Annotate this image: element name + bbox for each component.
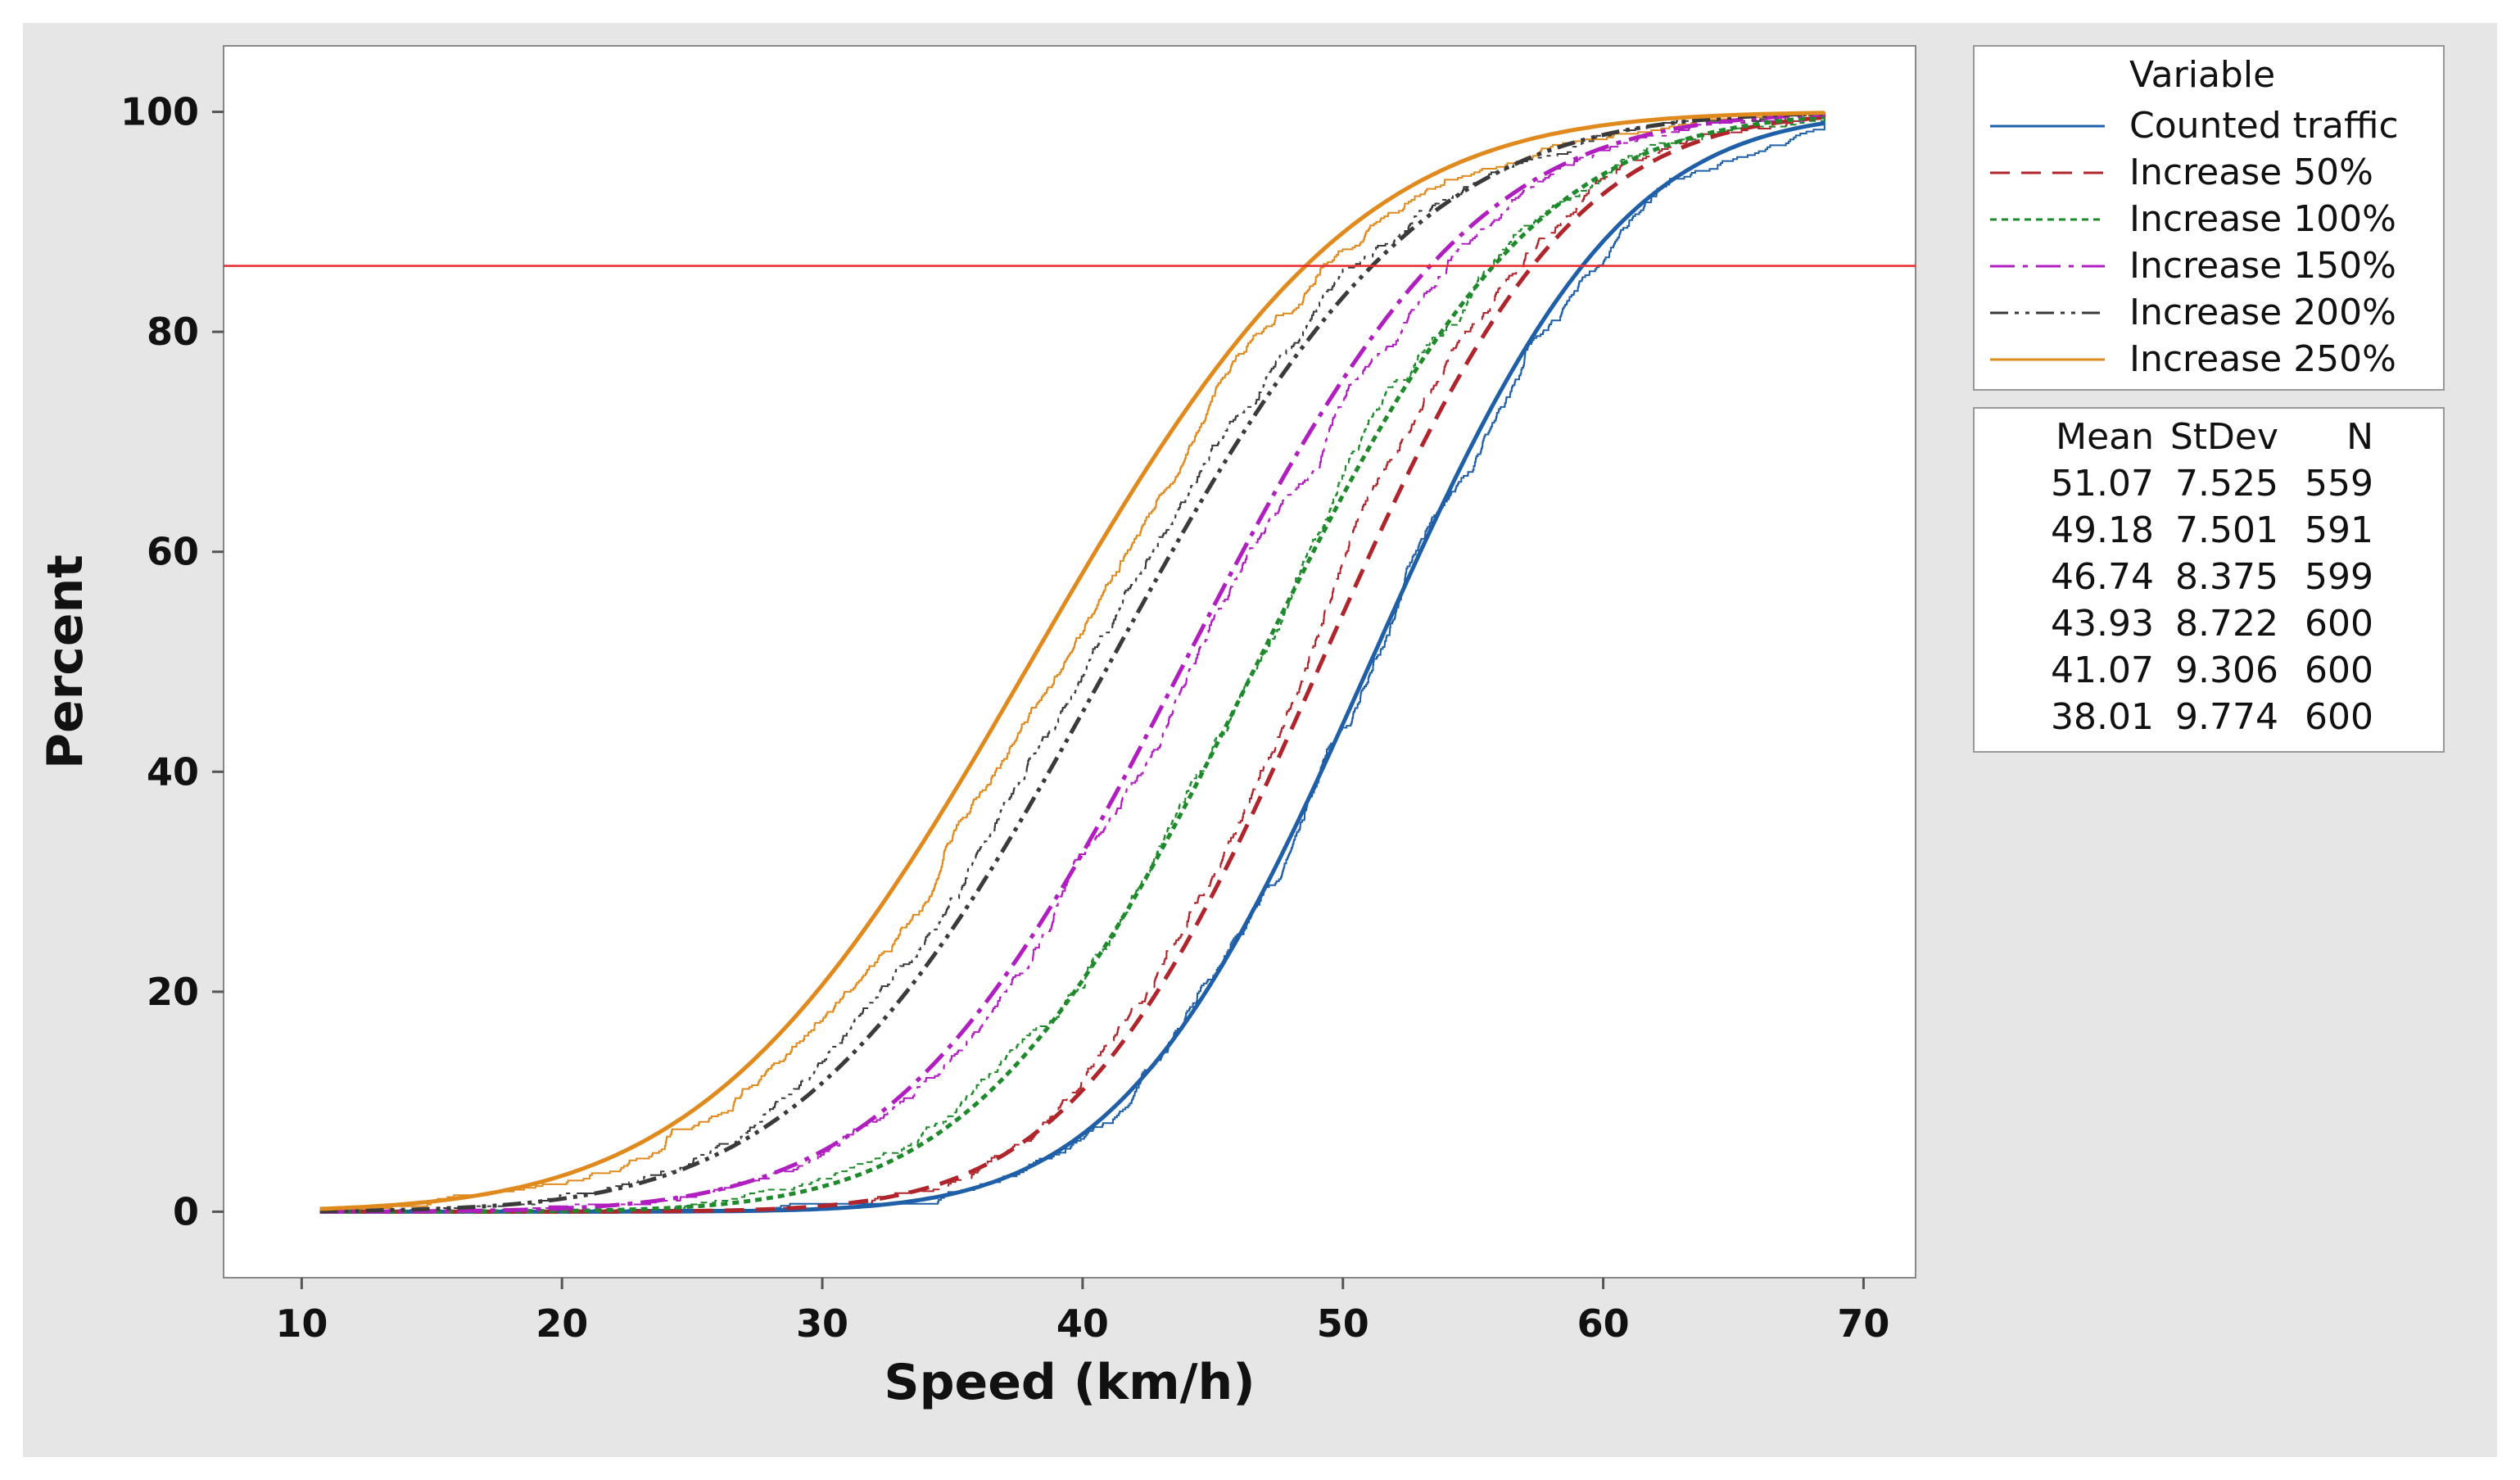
empirical-line-increase-150	[319, 111, 1826, 1213]
stats-cell: 7.501	[2175, 509, 2278, 551]
legend-box	[1973, 45, 2445, 391]
stats-cell: 600	[2305, 696, 2373, 738]
stats-cell: 591	[2305, 509, 2373, 551]
x-tick-label: 20	[536, 1301, 588, 1346]
stats-cell: 9.306	[2175, 649, 2278, 691]
legend-title: Variable	[2129, 54, 2275, 96]
y-tick-label: 60	[147, 530, 199, 574]
legend-label-increase-150: Increase 150%	[2129, 245, 2396, 287]
x-tick-label: 60	[1577, 1301, 1630, 1346]
stats-cell: 8.722	[2175, 603, 2278, 645]
y-axis-title: Percent	[37, 554, 94, 769]
stats-header-mean: Mean	[2056, 416, 2154, 458]
empirical-cdf-group	[319, 111, 1826, 1213]
fitted-cdf-group	[319, 111, 1826, 1214]
stats-cell: 7.525	[2175, 463, 2278, 505]
legend-label-counted-traffic: Counted traffic	[2129, 105, 2399, 147]
empirical-line-increase-250	[319, 111, 1826, 1213]
plot-area	[223, 45, 1916, 1279]
stats-header-n: N	[2346, 416, 2373, 458]
y-axis: 0 20 40 60 80 100	[120, 90, 224, 1233]
legend-entries: Counted traffic Increase 50% Increase 100%…	[1990, 105, 2399, 380]
stats-box	[1973, 407, 2445, 753]
stats-cell: 600	[2305, 649, 2373, 691]
x-tick-label: 10	[275, 1301, 328, 1346]
x-tick-label: 40	[1056, 1301, 1109, 1346]
x-tick-label: 30	[796, 1301, 848, 1346]
stats-cell: 49.18	[2051, 509, 2154, 551]
x-tick-label: 70	[1837, 1301, 1889, 1346]
stats-cell: 41.07	[2051, 649, 2154, 691]
legend-label-increase-100: Increase 100%	[2129, 198, 2396, 240]
legend-label-increase-200: Increase 200%	[2129, 292, 2396, 333]
stats-header-stdev: StDev	[2170, 416, 2278, 458]
y-tick-label: 40	[147, 749, 199, 794]
stats-cell: 600	[2305, 603, 2373, 645]
x-tick-label: 50	[1317, 1301, 1369, 1346]
fitted-line-increase-250	[319, 111, 1825, 1211]
stats-table: Mean StDev N 51.07 7.525 559 49.18 7.501 591 46.7…	[2051, 416, 2373, 738]
y-tick-label: 100	[120, 90, 199, 134]
stats-cell: 43.93	[2051, 603, 2154, 645]
legend-label-increase-50: Increase 50%	[2129, 152, 2373, 193]
x-axis-title: Speed (km/h)	[884, 1354, 1255, 1411]
fitted-line-increase-200	[319, 111, 1825, 1214]
stats-cell: 559	[2305, 463, 2373, 505]
stats-cell: 38.01	[2051, 696, 2154, 738]
stats-cell: 8.375	[2175, 556, 2278, 598]
y-tick-label: 0	[173, 1189, 199, 1233]
y-tick-label: 20	[147, 970, 199, 1014]
stats-cell: 599	[2305, 556, 2373, 598]
x-axis: 10 20 30 40 50 60 70	[275, 1278, 1889, 1346]
stats-cell: 9.774	[2175, 696, 2278, 738]
fitted-line-increase-100	[319, 115, 1825, 1214]
empirical-line-increase-50	[319, 111, 1826, 1213]
empirical-line-counted-traffic	[319, 111, 1826, 1213]
fitted-line-increase-150	[319, 112, 1825, 1214]
empirical-line-increase-100	[319, 111, 1826, 1213]
fitted-line-increase-50	[319, 115, 1825, 1214]
y-tick-label: 80	[147, 310, 199, 354]
legend-label-increase-250: Increase 250%	[2129, 338, 2396, 380]
stats-cell: 51.07	[2051, 463, 2154, 505]
stats-cell: 46.74	[2051, 556, 2154, 598]
